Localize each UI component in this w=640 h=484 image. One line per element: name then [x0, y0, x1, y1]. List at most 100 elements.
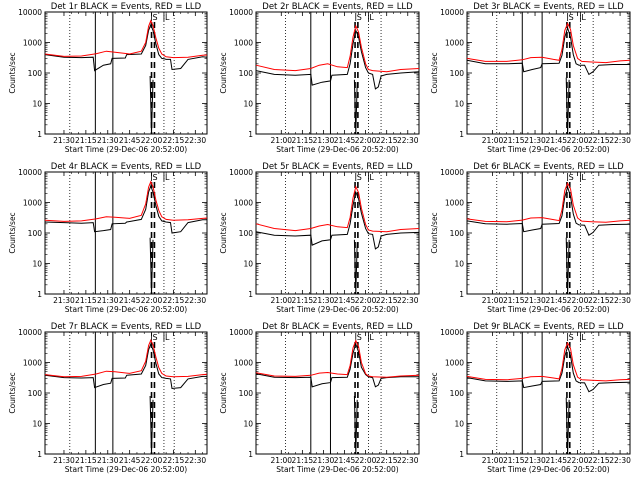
events-dip — [149, 395, 154, 455]
events-dip — [565, 237, 570, 295]
panel-title: Det 1r BLACK = Events, RED = LLD — [51, 2, 202, 12]
marker-label: L — [369, 13, 374, 22]
y-tick-label: 10 — [243, 260, 253, 269]
series-lld — [44, 19, 208, 59]
x-tick-label: 22:15 — [588, 296, 610, 305]
y-tick-label: 10 — [32, 100, 42, 109]
y-tick-label: 1000 — [445, 39, 464, 48]
x-tick-label: 22:15 — [163, 136, 185, 145]
panel-title: Det 2r BLACK = Events, RED = LLD — [262, 2, 413, 12]
y-tick-label: 1 — [459, 290, 464, 299]
plot-frame — [255, 11, 420, 135]
y-tick-label: 10 — [454, 420, 464, 429]
x-tick-label: 21:15 — [503, 296, 525, 305]
x-tick-label: 21:00 — [482, 456, 504, 465]
series-lld — [44, 180, 208, 222]
x-tick-label: 21:45 — [334, 456, 356, 465]
y-tick-label: 10 — [243, 420, 253, 429]
y-axis-label: Counts/sec — [219, 372, 228, 413]
x-axis-label: Start Time (29-Dec-06 20:52:00) — [487, 305, 609, 314]
y-tick-label: 10000 — [18, 168, 42, 177]
series-events — [466, 26, 630, 76]
y-tick-label: 1000 — [234, 39, 253, 48]
y-axis-label: Counts/sec — [219, 212, 228, 253]
y-tick-label: 100 — [239, 69, 254, 78]
y-tick-label: 10000 — [440, 168, 464, 177]
y-tick-label: 10 — [454, 260, 464, 269]
x-tick-label: 21:15 — [292, 456, 314, 465]
panel-title: Det 6r BLACK = Events, RED = LLD — [473, 162, 624, 172]
events-dip — [565, 397, 570, 455]
marker-label: L — [165, 173, 170, 182]
y-tick-label: 10000 — [229, 8, 253, 17]
x-tick-label: 21:15 — [75, 456, 97, 465]
y-tick-label: 1000 — [234, 359, 253, 368]
x-tick-label: 21:45 — [119, 136, 141, 145]
series-lld — [255, 24, 420, 73]
panel-det-2: Det 2r BLACK = Events, RED = LLD 1 10 100 10… — [219, 2, 420, 154]
x-axis-label: Start Time (29-Dec-06 20:52:00) — [65, 465, 187, 474]
marker-label: L — [581, 173, 586, 182]
x-tick-label: 22:00 — [355, 456, 377, 465]
y-tick-label: 100 — [450, 69, 465, 78]
x-tick-label: 21:30 — [97, 296, 119, 305]
plot-frame — [44, 171, 208, 295]
x-tick-label: 21:15 — [75, 296, 97, 305]
panel-det-9: Det 9r BLACK = Events, RED = LLD 1 10 100 10… — [430, 322, 631, 474]
y-tick-label: 1 — [37, 130, 42, 139]
panel-det-8: Det 8r BLACK = Events, RED = LLD 1 10 100 10… — [219, 322, 420, 474]
x-axis-label: Start Time (29-Dec-06 20:52:00) — [65, 305, 187, 314]
x-tick-label: 22:15 — [376, 456, 398, 465]
x-tick-label: 21:30 — [53, 136, 75, 145]
y-tick-label: 10 — [454, 100, 464, 109]
panel-det-7: Det 7r BLACK = Events, RED = LLD 1 10 100 10… — [8, 322, 208, 474]
panel-det-3: Det 3r BLACK = Events, RED = LLD 1 10 100 10… — [430, 2, 631, 154]
panel-title: Det 4r BLACK = Events, RED = LLD — [51, 162, 202, 172]
x-tick-label: 21:30 — [524, 296, 546, 305]
marker-label: L — [581, 13, 586, 22]
series-events — [466, 345, 631, 393]
x-axis-label: Start Time (29-Dec-06 20:52:00) — [65, 145, 187, 154]
x-tick-label: 21:30 — [53, 456, 75, 465]
x-tick-label: 21:15 — [75, 136, 97, 145]
marker-label: S — [153, 173, 158, 182]
marker-label: S — [357, 333, 362, 342]
y-axis-label: Counts/sec — [8, 52, 17, 93]
x-axis-label: Start Time (29-Dec-06 20:52:00) — [276, 305, 398, 314]
events-dip — [353, 239, 358, 295]
x-tick-label: 21:00 — [270, 456, 292, 465]
x-tick-label: 21:15 — [503, 456, 525, 465]
x-tick-label: 22:30 — [397, 456, 419, 465]
y-tick-label: 10 — [32, 420, 42, 429]
x-tick-label: 22:00 — [141, 296, 163, 305]
panel-title: Det 5r BLACK = Events, RED = LLD — [262, 162, 413, 172]
series-events — [44, 342, 207, 390]
marker-label: S — [569, 173, 574, 182]
x-axis-label: Start Time (29-Dec-06 20:52:00) — [276, 145, 398, 154]
series-events — [255, 28, 420, 90]
x-tick-label: 22:00 — [141, 456, 163, 465]
x-tick-label: 22:15 — [376, 296, 398, 305]
x-tick-label: 21:30 — [313, 456, 335, 465]
x-tick-label: 22:00 — [355, 296, 377, 305]
y-tick-label: 1 — [248, 130, 253, 139]
x-tick-label: 21:15 — [503, 136, 525, 145]
series-lld — [466, 341, 631, 382]
series-lld — [255, 339, 420, 378]
series-lld — [255, 185, 420, 233]
x-tick-label: 22:00 — [567, 456, 589, 465]
events-dip — [565, 77, 570, 135]
x-tick-label: 21:00 — [270, 136, 292, 145]
panel-title: Det 8r BLACK = Events, RED = LLD — [262, 322, 413, 332]
x-tick-label: 22:30 — [609, 296, 631, 305]
y-tick-label: 1000 — [234, 199, 253, 208]
x-tick-label: 21:30 — [53, 296, 75, 305]
panel-title: Det 7r BLACK = Events, RED = LLD — [51, 322, 202, 332]
series-lld — [466, 22, 631, 64]
x-tick-label: 21:45 — [545, 456, 567, 465]
x-tick-label: 22:15 — [588, 456, 610, 465]
marker-label: S — [357, 173, 362, 182]
y-tick-label: 10 — [32, 260, 42, 269]
y-tick-label: 100 — [450, 389, 465, 398]
y-tick-label: 1 — [459, 450, 464, 459]
